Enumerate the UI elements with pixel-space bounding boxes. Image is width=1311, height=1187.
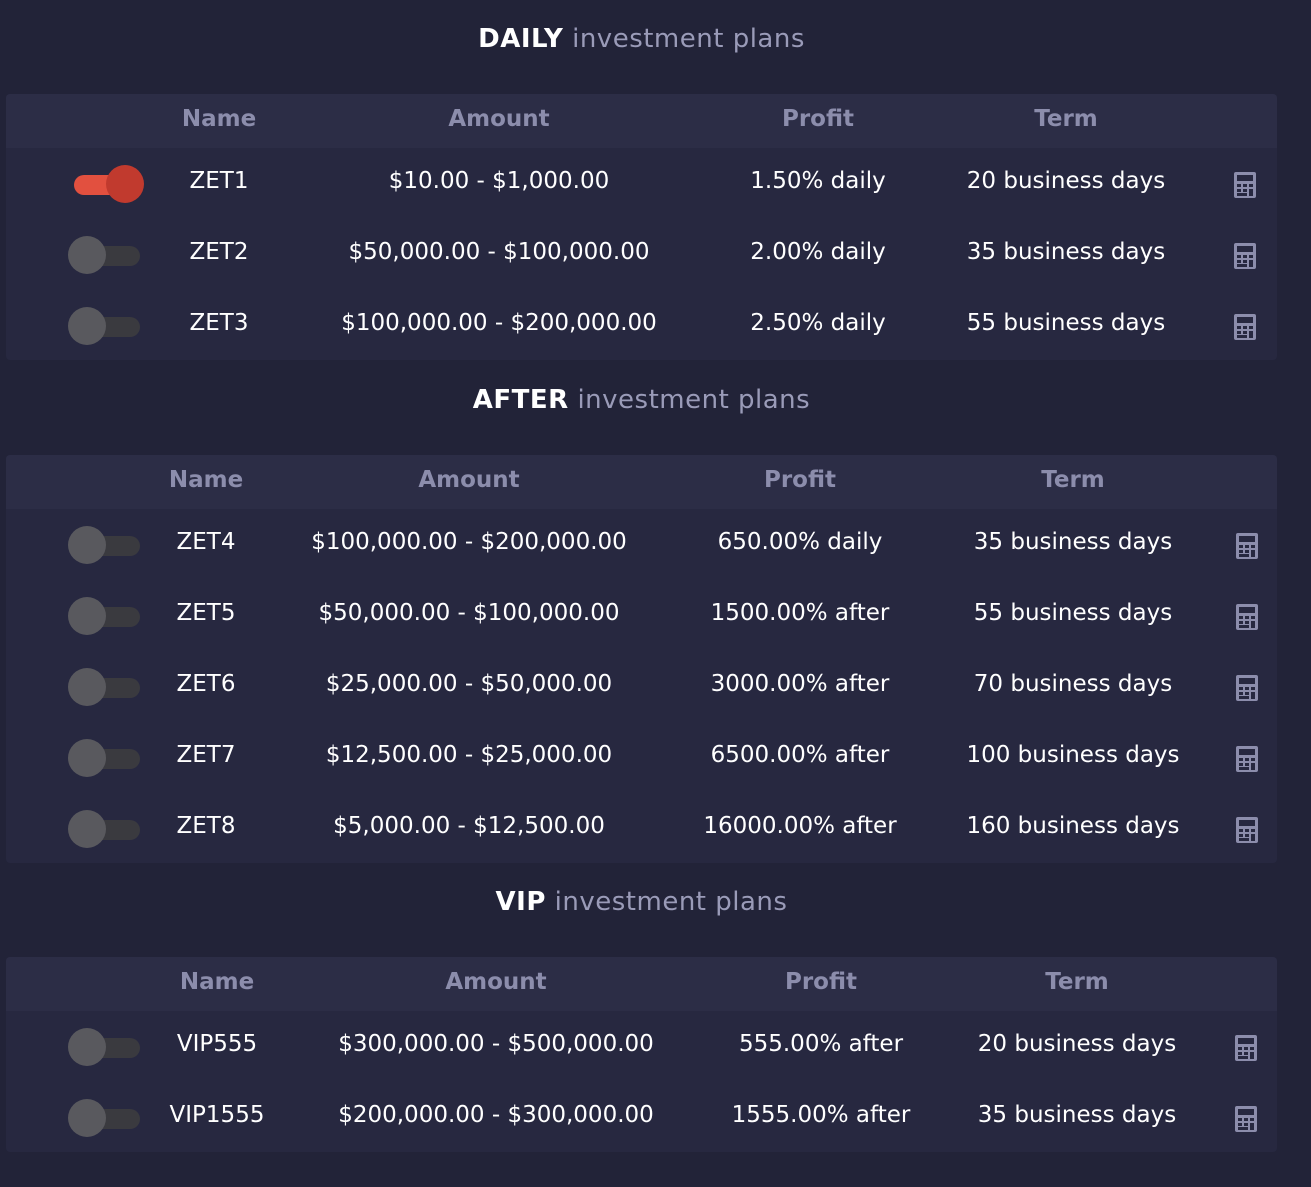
- table-header: Name Amount Profit Term: [6, 957, 1277, 1011]
- plan-term: 20 business days: [967, 168, 1165, 194]
- header-term: Term: [1041, 467, 1105, 493]
- header-name: Name: [180, 969, 254, 995]
- plan-term: 35 business days: [978, 1102, 1176, 1128]
- plan-row-zet2[interactable]: ZET2 $50,000.00 - $100,000.00 2.00% dail…: [6, 219, 1277, 290]
- plan-name: ZET4: [177, 529, 236, 555]
- plan-select-toggle[interactable]: [68, 165, 142, 203]
- vip-plans-table: Name Amount Profit Term VIP555 $300,000.…: [6, 957, 1277, 1152]
- plan-select-toggle[interactable]: [68, 739, 142, 777]
- table-header: Name Amount Profit Term: [6, 455, 1277, 509]
- after-plans-table: Name Amount Profit Term ZET4 $100,000.00…: [6, 455, 1277, 863]
- plan-term: 100 business days: [966, 742, 1179, 768]
- plan-name: ZET1: [190, 168, 249, 194]
- calculator-icon[interactable]: [1236, 675, 1258, 701]
- plan-profit: 6500.00% after: [711, 742, 890, 768]
- plan-select-toggle[interactable]: [68, 236, 142, 274]
- plan-amount: $300,000.00 - $500,000.00: [338, 1031, 654, 1057]
- section-title-strong: VIP: [496, 887, 546, 917]
- plan-amount: $50,000.00 - $100,000.00: [349, 239, 650, 265]
- header-profit: Profit: [785, 969, 857, 995]
- plan-name: ZET3: [190, 310, 249, 336]
- daily-section-title: DAILY investment plans: [0, 24, 1283, 54]
- header-amount: Amount: [418, 467, 519, 493]
- plan-select-toggle[interactable]: [68, 810, 142, 848]
- header-profit: Profit: [782, 106, 854, 132]
- section-title-light: investment plans: [572, 24, 805, 54]
- calculator-icon[interactable]: [1236, 746, 1258, 772]
- after-section-title: AFTER investment plans: [0, 385, 1283, 415]
- plan-profit: 2.00% daily: [750, 239, 885, 265]
- plan-name: ZET7: [177, 742, 236, 768]
- plan-amount: $200,000.00 - $300,000.00: [338, 1102, 654, 1128]
- section-title-strong: AFTER: [473, 385, 569, 415]
- plan-row-zet8[interactable]: ZET8 $5,000.00 - $12,500.00 16000.00% af…: [6, 793, 1277, 863]
- plan-profit: 2.50% daily: [750, 310, 885, 336]
- plan-profit: 1500.00% after: [711, 600, 890, 626]
- calculator-icon[interactable]: [1236, 604, 1258, 630]
- header-name: Name: [182, 106, 256, 132]
- plan-amount: $10.00 - $1,000.00: [389, 168, 609, 194]
- daily-plans-table: Name Amount Profit Term ZET1 $10.00 - $1…: [6, 94, 1277, 360]
- calculator-icon[interactable]: [1236, 817, 1258, 843]
- plan-term: 35 business days: [974, 529, 1172, 555]
- plan-amount: $12,500.00 - $25,000.00: [326, 742, 612, 768]
- calculator-icon[interactable]: [1235, 1106, 1257, 1132]
- plan-select-toggle[interactable]: [68, 307, 142, 345]
- calculator-icon[interactable]: [1234, 243, 1256, 269]
- calculator-icon[interactable]: [1235, 1035, 1257, 1061]
- plan-select-toggle[interactable]: [68, 1028, 142, 1066]
- section-title-light: investment plans: [577, 385, 810, 415]
- calculator-icon[interactable]: [1234, 314, 1256, 340]
- section-title-light: investment plans: [555, 887, 788, 917]
- plan-amount: $50,000.00 - $100,000.00: [319, 600, 620, 626]
- calculator-icon[interactable]: [1234, 172, 1256, 198]
- header-term: Term: [1045, 969, 1109, 995]
- header-term: Term: [1034, 106, 1098, 132]
- plan-profit: 650.00% daily: [718, 529, 883, 555]
- plan-row-zet7[interactable]: ZET7 $12,500.00 - $25,000.00 6500.00% af…: [6, 722, 1277, 793]
- plan-row-zet4[interactable]: ZET4 $100,000.00 - $200,000.00 650.00% d…: [6, 509, 1277, 580]
- plan-select-toggle[interactable]: [68, 597, 142, 635]
- plan-row-zet6[interactable]: ZET6 $25,000.00 - $50,000.00 3000.00% af…: [6, 651, 1277, 722]
- vip-section-title: VIP investment plans: [0, 887, 1283, 917]
- plan-select-toggle[interactable]: [68, 1099, 142, 1137]
- plan-profit: 16000.00% after: [703, 813, 896, 839]
- plan-name: ZET2: [190, 239, 249, 265]
- plan-name: ZET8: [177, 813, 236, 839]
- header-profit: Profit: [764, 467, 836, 493]
- plan-select-toggle[interactable]: [68, 668, 142, 706]
- plan-term: 160 business days: [966, 813, 1179, 839]
- plan-profit: 1555.00% after: [732, 1102, 911, 1128]
- plan-amount: $25,000.00 - $50,000.00: [326, 671, 612, 697]
- calculator-icon[interactable]: [1236, 533, 1258, 559]
- plan-name: ZET5: [177, 600, 236, 626]
- plan-row-zet1[interactable]: ZET1 $10.00 - $1,000.00 1.50% daily 20 b…: [6, 148, 1277, 219]
- plan-row-zet5[interactable]: ZET5 $50,000.00 - $100,000.00 1500.00% a…: [6, 580, 1277, 651]
- plan-term: 55 business days: [967, 310, 1165, 336]
- plan-term: 35 business days: [967, 239, 1165, 265]
- plan-profit: 555.00% after: [739, 1031, 903, 1057]
- plan-term: 55 business days: [974, 600, 1172, 626]
- plan-name: ZET6: [177, 671, 236, 697]
- plan-amount: $100,000.00 - $200,000.00: [341, 310, 657, 336]
- plan-row-zet3[interactable]: ZET3 $100,000.00 - $200,000.00 2.50% dai…: [6, 290, 1277, 360]
- section-title-strong: DAILY: [478, 24, 563, 54]
- plan-term: 70 business days: [974, 671, 1172, 697]
- plan-name: VIP555: [177, 1031, 257, 1057]
- header-amount: Amount: [448, 106, 549, 132]
- table-header: Name Amount Profit Term: [6, 94, 1277, 148]
- plan-name: VIP1555: [170, 1102, 265, 1128]
- plan-select-toggle[interactable]: [68, 526, 142, 564]
- plan-profit: 3000.00% after: [711, 671, 890, 697]
- plan-row-vip555[interactable]: VIP555 $300,000.00 - $500,000.00 555.00%…: [6, 1011, 1277, 1082]
- plan-amount: $100,000.00 - $200,000.00: [311, 529, 627, 555]
- header-amount: Amount: [445, 969, 546, 995]
- plan-term: 20 business days: [978, 1031, 1176, 1057]
- plan-row-vip1555[interactable]: VIP1555 $200,000.00 - $300,000.00 1555.0…: [6, 1082, 1277, 1152]
- header-name: Name: [169, 467, 243, 493]
- plan-amount: $5,000.00 - $12,500.00: [333, 813, 605, 839]
- plan-profit: 1.50% daily: [750, 168, 885, 194]
